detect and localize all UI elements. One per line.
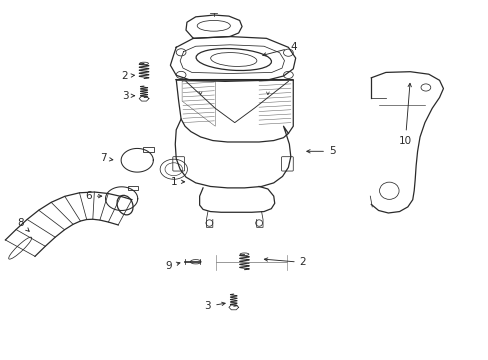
Text: 5: 5 — [306, 146, 335, 156]
Text: 3: 3 — [204, 301, 224, 311]
Text: 3: 3 — [122, 91, 134, 101]
Text: 6: 6 — [85, 191, 102, 201]
Text: 7: 7 — [100, 153, 113, 163]
Text: 9: 9 — [165, 261, 180, 271]
Text: 10: 10 — [398, 84, 411, 145]
Bar — [127, 186, 138, 190]
Text: 2: 2 — [122, 71, 134, 81]
Text: 2: 2 — [264, 257, 305, 267]
Text: 8: 8 — [17, 218, 29, 231]
Text: 4: 4 — [262, 42, 296, 56]
Bar — [143, 147, 154, 152]
Text: 1: 1 — [170, 177, 184, 187]
